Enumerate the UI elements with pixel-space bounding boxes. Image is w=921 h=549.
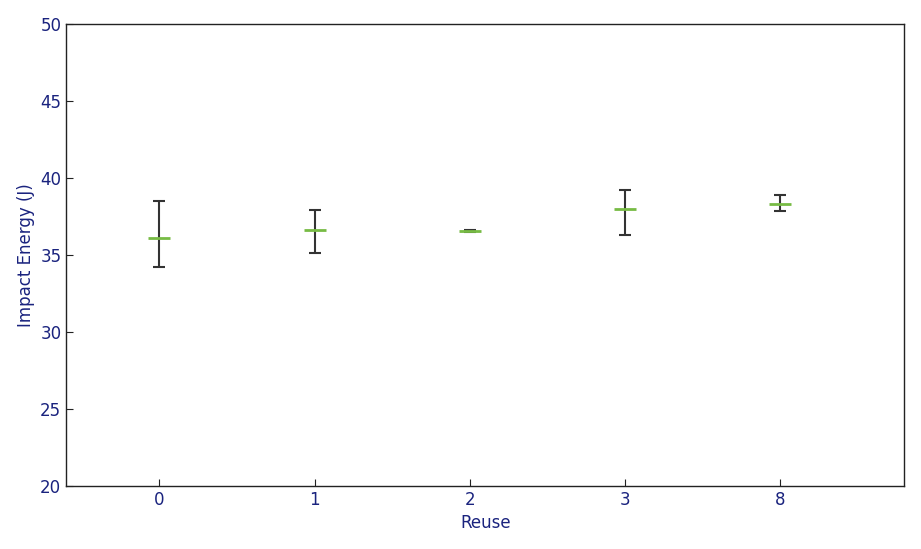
X-axis label: Reuse: Reuse [460, 514, 510, 533]
Y-axis label: Impact Energy (J): Impact Energy (J) [17, 183, 35, 327]
